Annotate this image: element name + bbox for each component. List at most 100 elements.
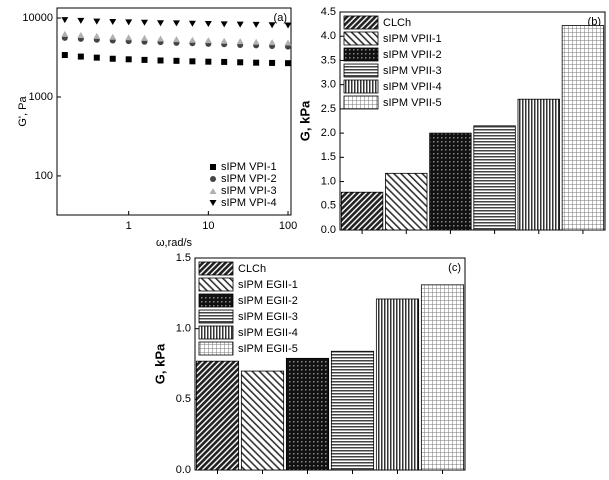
legend-label: sIPM EGII-5 [238,343,298,355]
y-tick-label: 1.0 [176,323,191,335]
legend-label: sIPM EGII-1 [238,279,298,291]
legend-label: sIPM VPI-2 [221,173,277,185]
y-tick-label: 100 [35,170,53,182]
y-tick-label: 0.0 [321,224,336,236]
y-axis-label: G, kPa [152,343,167,384]
point [93,32,101,39]
point [109,33,117,40]
bar [330,350,375,471]
point [61,17,69,24]
point [236,38,244,45]
point [141,56,148,63]
legend-swatch [198,341,234,356]
y-tick-label: 0.0 [176,464,191,476]
point [157,35,165,42]
legend-marker [210,164,216,170]
x-tick-label: 100 [279,220,297,232]
bar [340,191,384,231]
legend-swatch [343,63,379,78]
point [237,59,244,66]
legend-label: sIPM VPII-5 [383,97,442,109]
legend-label: sIPM VPII-3 [383,65,442,77]
point [125,34,133,41]
point [172,36,180,43]
point [220,37,228,44]
legend-swatch [198,277,234,292]
legend-label: sIPM VPII-2 [383,49,442,61]
legend-marker [209,188,217,194]
point [77,31,85,38]
x-tick-label: 10 [202,220,214,232]
point [93,18,101,25]
bar [385,172,428,231]
y-axis-label: G', Pa [17,96,29,127]
point [189,58,196,65]
point [61,30,69,37]
legend-label: sIPM VPI-3 [221,185,277,197]
legend-swatch [343,95,379,110]
point [141,34,149,41]
y-tick-label: 0.5 [176,393,191,405]
point [93,54,100,61]
point [253,59,260,66]
point [284,39,292,46]
point [269,59,276,66]
point [109,55,116,62]
x-axis-label: ω,rad/s [156,237,193,249]
legend-label: sIPM VPI-4 [221,197,277,209]
legend-swatch [198,325,234,340]
bar [240,370,285,471]
point [204,21,212,28]
point [285,60,292,67]
point [188,20,196,27]
bar [473,125,516,231]
legend-swatch [343,79,379,94]
point [252,21,260,28]
y-tick-label: 3.5 [321,54,336,66]
point [157,57,164,64]
legend-swatch [198,261,234,276]
point [284,22,292,29]
y-tick-label: 2.0 [321,127,336,139]
bar [420,284,465,471]
legend-label: sIPM EGII-2 [238,295,298,307]
bar [429,132,472,231]
legend-label: CLCh [383,17,411,29]
legend-label: sIPM VPI-1 [221,161,277,173]
legend-swatch [198,309,234,324]
point [221,58,228,65]
point [172,20,180,27]
y-tick-label: 10000 [22,12,53,24]
legend-marker [210,176,216,182]
bar [285,357,330,471]
bar [375,298,420,471]
y-tick-label: 0.5 [321,200,336,212]
plot-frame [56,7,292,216]
point [268,39,276,46]
point [252,38,260,45]
point [173,57,180,64]
panel-label: (c) [448,262,461,274]
panel-label: (b) [588,16,601,28]
point [157,20,165,27]
bar [195,360,240,471]
bar [561,25,605,231]
y-tick-label: 1.0 [321,175,336,187]
y-tick-label: 4.0 [321,30,336,42]
y-axis-label: G, kPa [297,100,312,141]
point [61,52,68,59]
legend-swatch [198,293,234,308]
legend-label: CLCh [238,263,266,275]
plot-frame [339,11,606,231]
point [205,58,212,65]
y-tick-label: 1.5 [176,252,191,264]
legend-label: sIPM EGII-3 [238,311,298,323]
y-tick-label: 1000 [29,91,53,103]
point [236,21,244,28]
point [204,37,212,44]
plot-frame [194,257,466,471]
panel-label: (a) [274,12,287,24]
y-tick-label: 1.5 [321,151,336,163]
y-tick-label: 3.0 [321,79,336,91]
